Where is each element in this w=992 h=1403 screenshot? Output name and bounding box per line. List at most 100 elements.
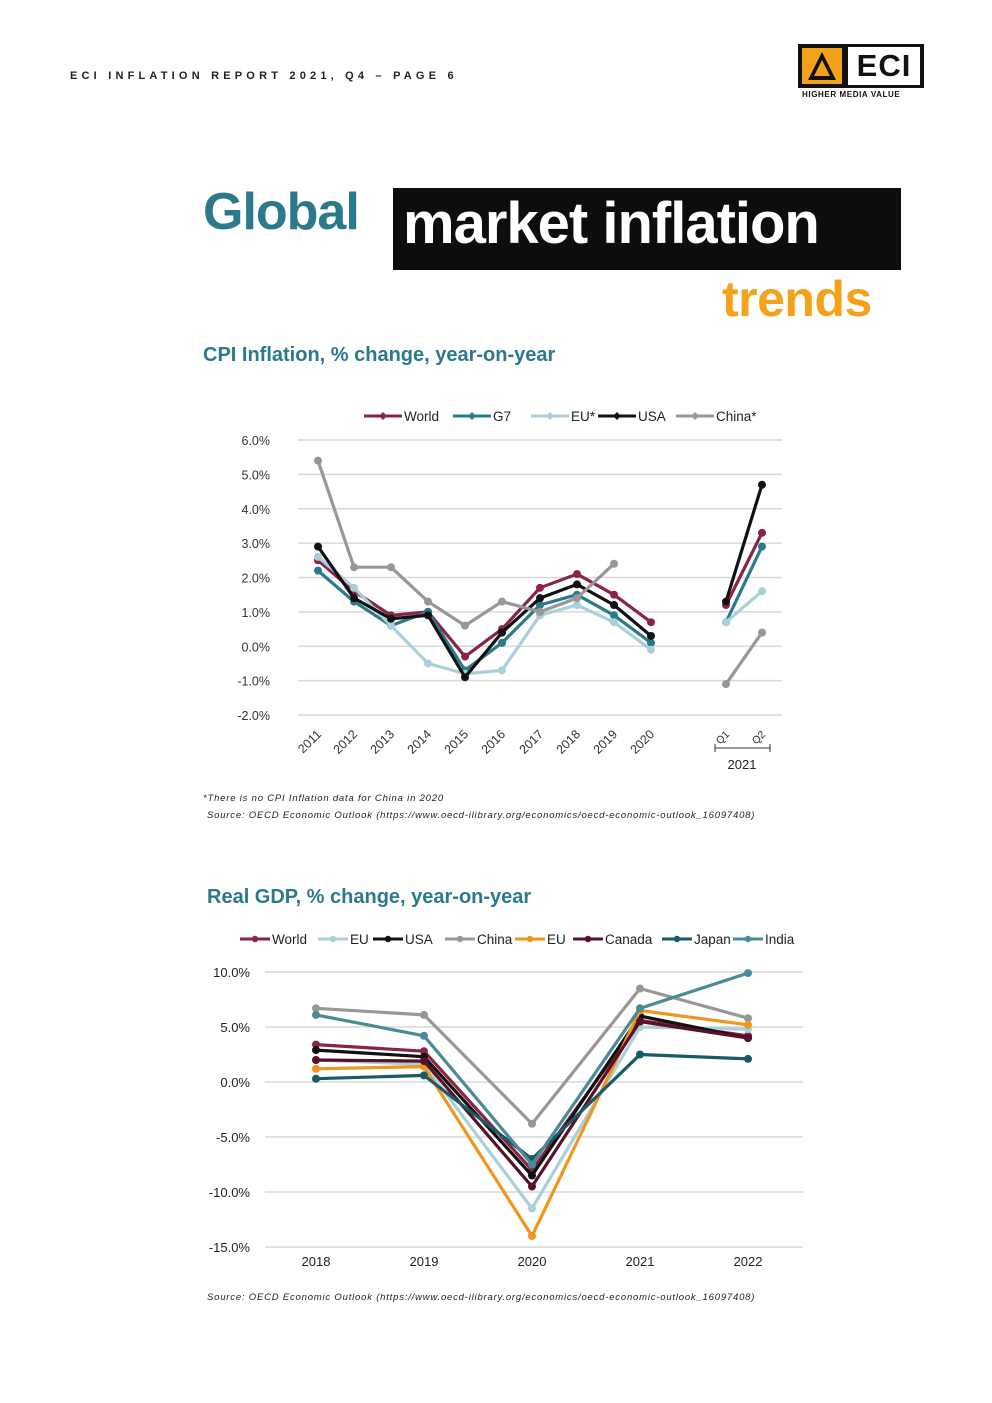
- x-tick-label: 2019: [591, 727, 621, 757]
- x-tick-label: 2021: [626, 1254, 655, 1269]
- data-point-China*: [722, 680, 730, 689]
- data-point-China: [744, 1014, 752, 1023]
- data-point-USA: [610, 601, 618, 609]
- legend-label-4: EU: [547, 932, 566, 947]
- page-header: ECI INFLATION REPORT 2021, Q4 – PAGE 6: [70, 70, 458, 82]
- data-point-USA: [312, 1046, 320, 1055]
- cpi-source: Source: OECD Economic Outlook (https://w…: [207, 810, 756, 821]
- data-point-USA: [424, 611, 432, 620]
- title-global: Global: [203, 183, 360, 241]
- legend-label-3: USA: [638, 409, 666, 424]
- y-tick-label: 10.0%: [213, 965, 250, 980]
- data-point-China*: [573, 594, 581, 603]
- data-point-G7: [314, 566, 322, 575]
- data-point-Japan: [744, 1054, 752, 1063]
- legend-marker-4: [526, 935, 534, 943]
- data-point-G7: [536, 601, 544, 609]
- cpi-footnote: *There is no CPI Inflation data for Chin…: [203, 793, 444, 804]
- data-point-USA: [528, 1171, 536, 1180]
- legend-marker-2: [546, 412, 554, 420]
- legend-marker-0: [251, 935, 259, 943]
- data-point-China: [420, 1010, 428, 1019]
- legend-marker-0: [379, 412, 387, 420]
- x-tick-label: 2020: [628, 727, 658, 757]
- data-point-Japan: [312, 1074, 320, 1083]
- series-line-Japan: [315, 1052, 749, 1161]
- x-tick-label: 2016: [479, 727, 509, 757]
- legend-label-7: India: [765, 932, 795, 947]
- gdp-chart-title: Real GDP, % change, year-on-year: [207, 886, 532, 908]
- y-tick-label: -10.0%: [209, 1185, 251, 1200]
- data-point-Canada: [420, 1057, 428, 1066]
- data-point-World: [461, 652, 469, 661]
- series-line-China*: [724, 631, 764, 685]
- data-point-China*: [610, 559, 618, 568]
- data-point-China*: [758, 628, 766, 637]
- y-tick-label: 1.0%: [242, 606, 271, 620]
- x-tick-label: 2020: [518, 1254, 547, 1269]
- y-tick-label: 0.0%: [242, 640, 271, 654]
- data-point-China: [636, 984, 644, 993]
- y-tick-label: 6.0%: [242, 434, 271, 448]
- x-tick-label: 2012: [331, 727, 361, 757]
- data-point-EU*: [573, 601, 581, 609]
- series-line-EU*: [724, 590, 764, 624]
- series-line-USA: [316, 545, 653, 679]
- data-point-USA: [758, 480, 766, 489]
- x-tick-label: 2019: [410, 1254, 439, 1269]
- data-point-China*: [350, 563, 358, 572]
- data-point-China: [312, 1004, 320, 1013]
- y-tick-label: -2.0%: [237, 709, 270, 723]
- series-line-World: [316, 559, 652, 659]
- data-point-EU*: [758, 587, 766, 596]
- legend-label-2: USA: [405, 932, 433, 947]
- x-tick-label: 2015: [442, 727, 472, 757]
- data-point-USA: [461, 673, 469, 682]
- y-tick-label: 0.0%: [220, 1075, 250, 1090]
- data-point-G7: [647, 638, 655, 647]
- data-point-G7: [758, 542, 766, 551]
- data-point-Canada: [528, 1182, 536, 1191]
- data-point-Canada: [636, 1017, 644, 1026]
- data-point-Canada: [312, 1056, 320, 1064]
- legend-label-2: EU*: [571, 409, 596, 424]
- data-point-EU*: [647, 645, 655, 654]
- legend-label-1: EU: [350, 932, 369, 947]
- legend-marker-2: [384, 935, 392, 943]
- x-tick-label: 2013: [368, 727, 398, 757]
- gdp-source: Source: OECD Economic Outlook (https://w…: [207, 1292, 756, 1303]
- data-point-EU: [744, 1020, 752, 1029]
- data-point-EU: [528, 1204, 536, 1213]
- data-point-China*: [314, 456, 322, 465]
- data-point-China*: [536, 607, 544, 616]
- series-line-G7: [724, 545, 764, 623]
- data-point-World: [610, 590, 618, 599]
- data-point-G7: [498, 638, 506, 647]
- y-tick-label: 5.0%: [220, 1020, 250, 1035]
- data-point-World: [312, 1040, 320, 1049]
- logo-tagline: HIGHER MEDIA VALUE: [802, 90, 901, 99]
- legend-label-5: Canada: [605, 932, 653, 947]
- data-point-EU*: [610, 618, 618, 627]
- data-point-USA: [573, 580, 581, 589]
- data-point-China*: [387, 563, 395, 572]
- data-point-USA: [350, 594, 358, 603]
- y-tick-label: 3.0%: [242, 537, 271, 551]
- data-point-USA: [498, 628, 506, 637]
- series-line-World: [315, 1018, 749, 1172]
- legend-marker-1: [468, 412, 476, 420]
- y-tick-label: -15.0%: [209, 1240, 251, 1255]
- data-point-India: [528, 1160, 536, 1169]
- x-tick-label: 2014: [405, 727, 435, 757]
- data-point-China*: [424, 597, 432, 606]
- data-point-EU*: [387, 621, 395, 630]
- legend-marker-5: [584, 935, 592, 943]
- data-point-USA: [536, 594, 544, 603]
- gdp-chart: World EU USA China EU Canada Japan India 10.0% 5.…: [209, 932, 803, 1269]
- data-point-World: [647, 618, 655, 627]
- data-point-Japan: [636, 1050, 644, 1059]
- data-point-India: [312, 1010, 320, 1019]
- data-point-India: [744, 969, 752, 978]
- series-line-World: [724, 532, 764, 606]
- x-tick-label: Q1: [714, 729, 733, 748]
